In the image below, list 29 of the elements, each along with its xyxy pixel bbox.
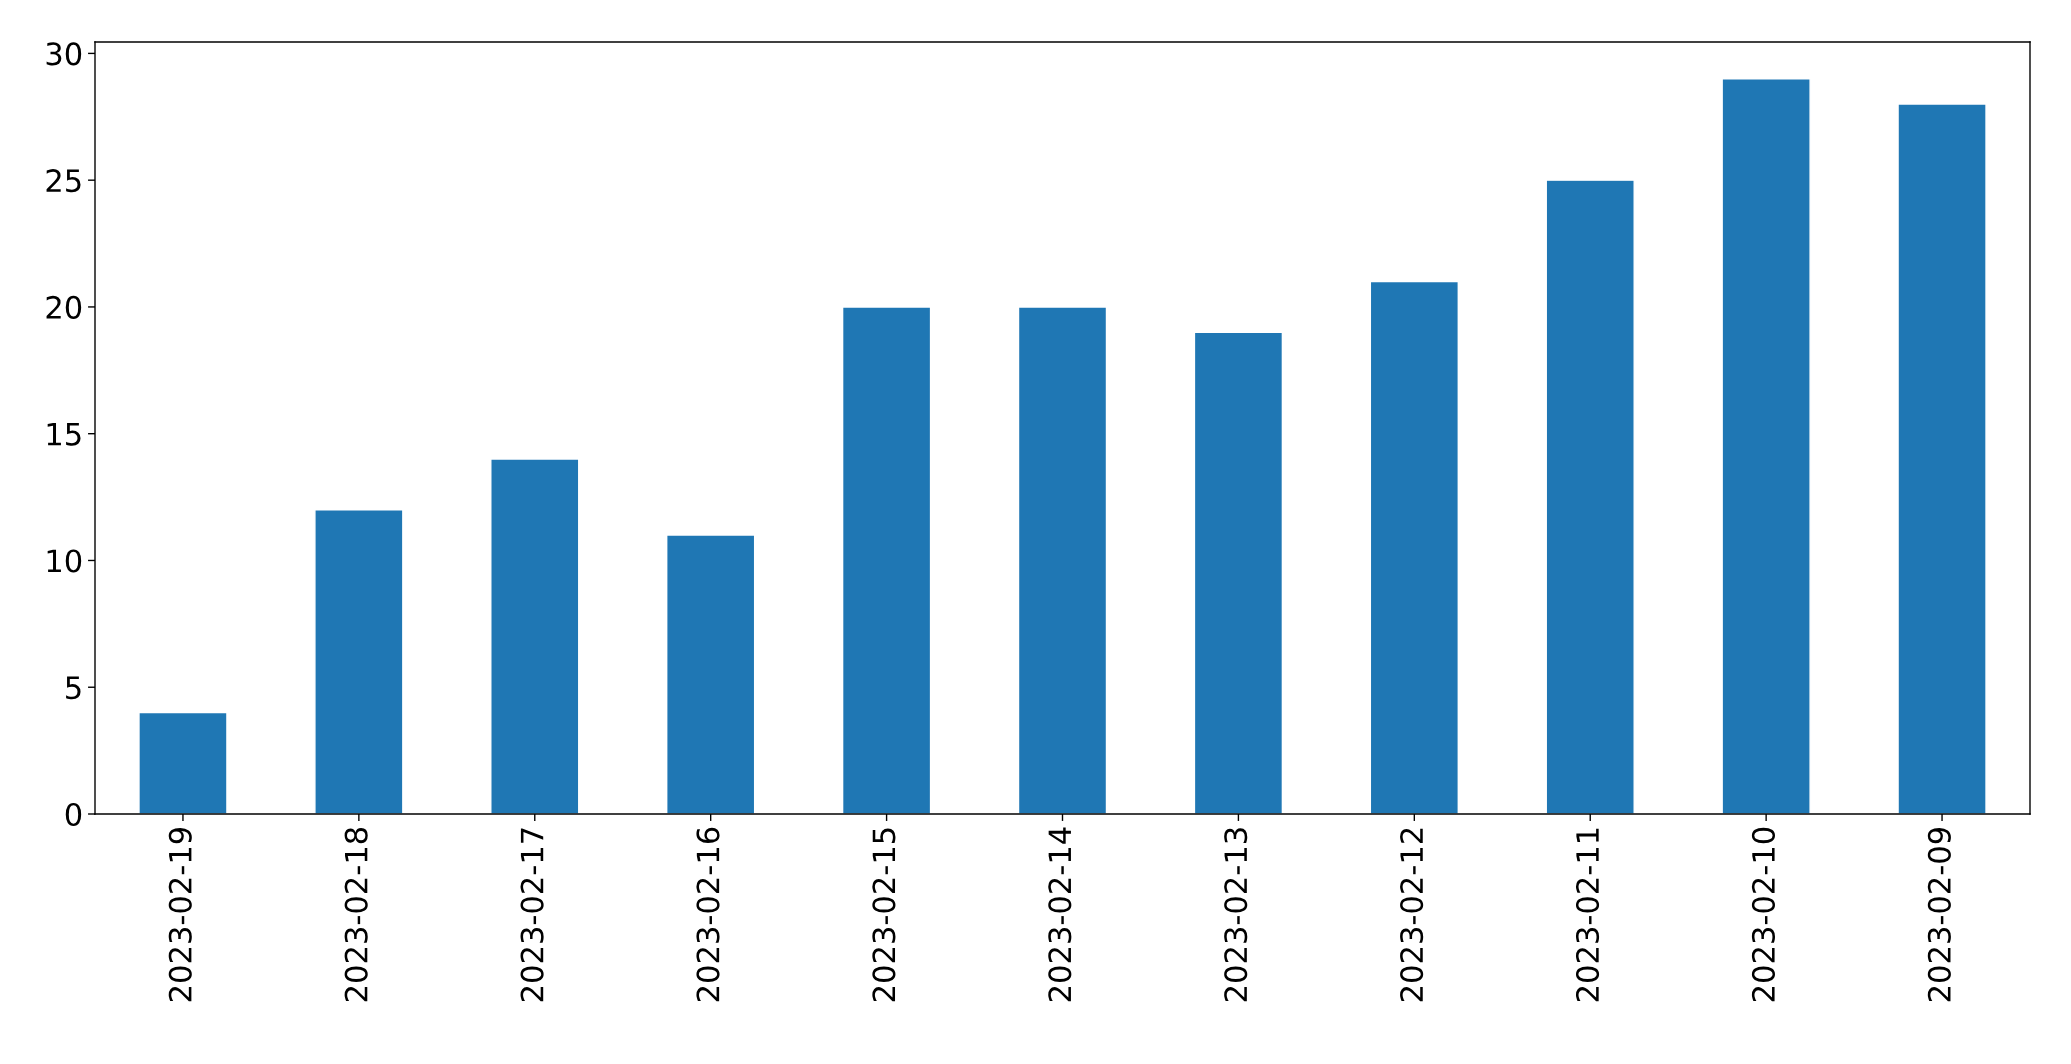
bar (1017, 306, 1108, 814)
bar (490, 458, 580, 814)
x-tick-label: 2023-02-16 (696, 827, 720, 1002)
x-tick-label: 2023-02-15 (872, 828, 896, 1002)
x-tick-label: 2023-02-10 (1751, 827, 1775, 1002)
x-tick-label: 2023-02-17 (520, 828, 544, 1002)
x-tick-label: 2023-02-13 (1224, 828, 1248, 1002)
bar (841, 306, 932, 814)
y-tick-label: 5 (66, 676, 81, 700)
bar (314, 509, 404, 814)
bar (1193, 331, 1284, 814)
y-tick-label: 0 (65, 802, 82, 827)
x-tick-label: 2023-02-09 (1927, 827, 1951, 1002)
bar (1721, 78, 1811, 814)
y-tick-label: 30 (46, 42, 82, 66)
bar (1545, 179, 1635, 814)
y-tick-label: 20 (46, 295, 82, 319)
x-tick-label: 2023-02-14 (1048, 827, 1072, 1002)
x-tick-label: 2023-02-19 (168, 827, 192, 1002)
bar (666, 534, 756, 814)
y-tick-label: 15 (47, 423, 81, 446)
y-tick-label: 25 (46, 169, 81, 193)
bar (138, 711, 228, 814)
y-tick-label: 10 (47, 549, 82, 573)
x-tick-label: 2023-02-18 (344, 827, 368, 1002)
bar (1897, 103, 1987, 814)
x-tick-label: 2023-02-12 (1400, 828, 1424, 1002)
x-tick-label: 2023-02-11 (1575, 828, 1600, 1002)
bar (1369, 280, 1459, 814)
